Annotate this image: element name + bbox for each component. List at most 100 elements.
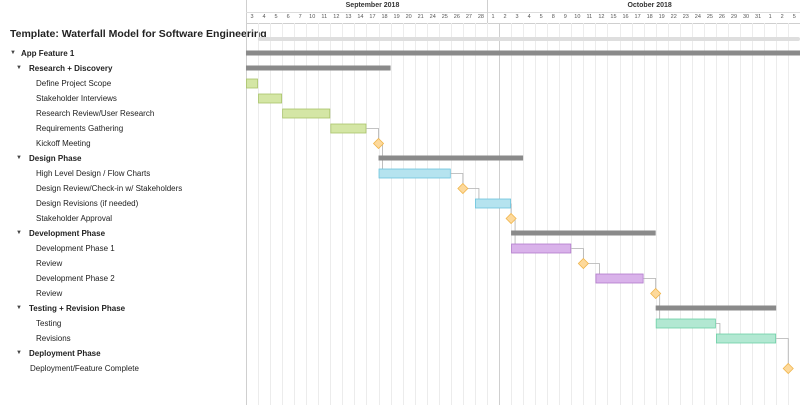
dependency-connector: [776, 338, 789, 364]
grid-line: [607, 23, 609, 405]
day-label: 24: [694, 14, 701, 20]
collapse-toggle-icon[interactable]: ▼: [16, 350, 22, 356]
task-row[interactable]: Review: [0, 256, 246, 271]
grid-line: [583, 23, 585, 405]
task-label-deployment-feature-complete: Deployment/Feature Complete: [30, 364, 139, 373]
task-label-development-phase-2: Development Phase 2: [36, 274, 115, 283]
grid-line: [715, 23, 717, 405]
day-label: 2: [780, 14, 784, 20]
day-label: 20: [405, 14, 412, 20]
day-label: 3: [515, 14, 519, 20]
task-group-row[interactable]: ▼ Research + Discovery: [0, 61, 246, 76]
grid-line: [414, 23, 416, 405]
task-row[interactable]: Stakeholder Interviews: [0, 91, 246, 106]
grid-line: [571, 23, 573, 405]
collapse-toggle-icon[interactable]: ▼: [16, 65, 22, 71]
task-row[interactable]: Define Project Scope: [0, 76, 246, 91]
milestone-diamond[interactable]: [505, 212, 517, 225]
task-group-row[interactable]: ▼ Testing + Revision Phase: [0, 301, 246, 316]
collapse-toggle-icon[interactable]: ▼: [16, 155, 22, 161]
collapse-toggle-icon[interactable]: ▼: [16, 305, 22, 311]
day-label: 4: [262, 14, 266, 20]
grid-line: [667, 23, 669, 405]
grid-line: [523, 23, 525, 405]
grid-line: [306, 23, 308, 405]
summary-bar[interactable]: [378, 155, 524, 161]
day-label: 28: [477, 14, 484, 20]
pane-divider[interactable]: [246, 0, 247, 405]
collapse-toggle-icon[interactable]: ▼: [16, 230, 22, 236]
dependency-connector: [467, 188, 480, 199]
task-bar[interactable]: [716, 333, 777, 344]
task-row[interactable]: Design Revisions (if needed): [0, 196, 246, 211]
task-bar[interactable]: [258, 93, 283, 104]
task-row[interactable]: Development Phase 2: [0, 271, 246, 286]
grid-line: [752, 23, 754, 405]
milestone-diamond[interactable]: [457, 182, 469, 195]
day-label: 6: [286, 14, 290, 20]
task-bar[interactable]: [378, 168, 451, 179]
milestone-diamond[interactable]: [372, 137, 385, 150]
task-row[interactable]: Research Review/User Research: [0, 106, 246, 121]
task-group-row[interactable]: ▼ Deployment Phase: [0, 346, 246, 361]
task-row[interactable]: Revisions: [0, 331, 246, 346]
timeline-scrollbar[interactable]: [258, 37, 800, 41]
grid-line: [450, 23, 452, 405]
milestone-diamond[interactable]: [650, 287, 662, 300]
task-row[interactable]: Design Review/Check-in w/ Stakeholders: [0, 181, 246, 196]
day-label: 1: [768, 14, 772, 20]
task-row[interactable]: Kickoff Meeting: [0, 136, 246, 151]
month-separator: [486, 0, 488, 23]
task-label-stakeholder-approval: Stakeholder Approval: [36, 214, 113, 223]
task-bar[interactable]: [475, 198, 511, 209]
milestone-diamond[interactable]: [577, 257, 589, 270]
task-bar[interactable]: [282, 108, 331, 119]
task-row[interactable]: Development Phase 1: [0, 241, 246, 256]
task-label-stakeholder-interviews: Stakeholder Interviews: [36, 94, 117, 103]
day-label: 27: [465, 14, 472, 20]
task-group-row[interactable]: ▼ App Feature 1: [0, 46, 246, 61]
grid-line: [270, 23, 272, 405]
summary-bar[interactable]: [655, 305, 777, 311]
grid-line: [402, 23, 404, 405]
summary-bar[interactable]: [245, 50, 800, 56]
gantt-bars: [245, 50, 800, 375]
day-label: 3: [250, 14, 254, 20]
dependency-connector: [715, 323, 721, 334]
grid-line: [258, 23, 260, 405]
task-label-define-project-scope: Define Project Scope: [36, 79, 112, 88]
task-row[interactable]: Testing: [0, 316, 246, 331]
day-label: 24: [429, 14, 436, 20]
dependency-connector: [450, 173, 464, 184]
gantt-timeline: September 2018 October 2018 3 4 5 6 7 10 11 12 13…: [245, 0, 800, 405]
grid-line: [776, 23, 778, 405]
day-label: 11: [321, 14, 328, 20]
task-bar[interactable]: [595, 273, 644, 284]
task-bar[interactable]: [655, 318, 716, 329]
task-group-row[interactable]: ▼ Design Phase: [0, 151, 246, 166]
task-bar[interactable]: [511, 243, 572, 254]
task-row[interactable]: Review: [0, 286, 246, 301]
grid-line: [631, 23, 633, 405]
task-label-design-phase: Design Phase: [29, 154, 82, 163]
day-label: 2: [503, 14, 507, 20]
task-row[interactable]: Deployment/Feature Complete: [0, 361, 246, 376]
task-bar[interactable]: [330, 123, 367, 134]
summary-bar[interactable]: [511, 230, 656, 236]
summary-bar[interactable]: [245, 65, 391, 71]
task-row[interactable]: Requirements Gathering: [0, 121, 246, 136]
collapse-toggle-icon[interactable]: ▼: [10, 50, 16, 56]
task-label-development-phase: Development Phase: [29, 229, 106, 238]
day-label: 29: [730, 14, 738, 20]
task-group-row[interactable]: ▼ Development Phase: [0, 226, 246, 241]
day-label: 15: [610, 14, 617, 20]
task-row[interactable]: High Level Design / Flow Charts: [0, 166, 246, 181]
grid-line: [354, 23, 356, 405]
task-label-research-review-user-research: Research Review/User Research: [36, 109, 155, 118]
grid-line: [559, 23, 561, 405]
day-label: 10: [574, 14, 581, 20]
task-row[interactable]: Stakeholder Approval: [0, 211, 246, 226]
milestone-diamond[interactable]: [782, 362, 794, 375]
day-label: 4: [527, 14, 531, 20]
task-bar[interactable]: [246, 78, 258, 89]
